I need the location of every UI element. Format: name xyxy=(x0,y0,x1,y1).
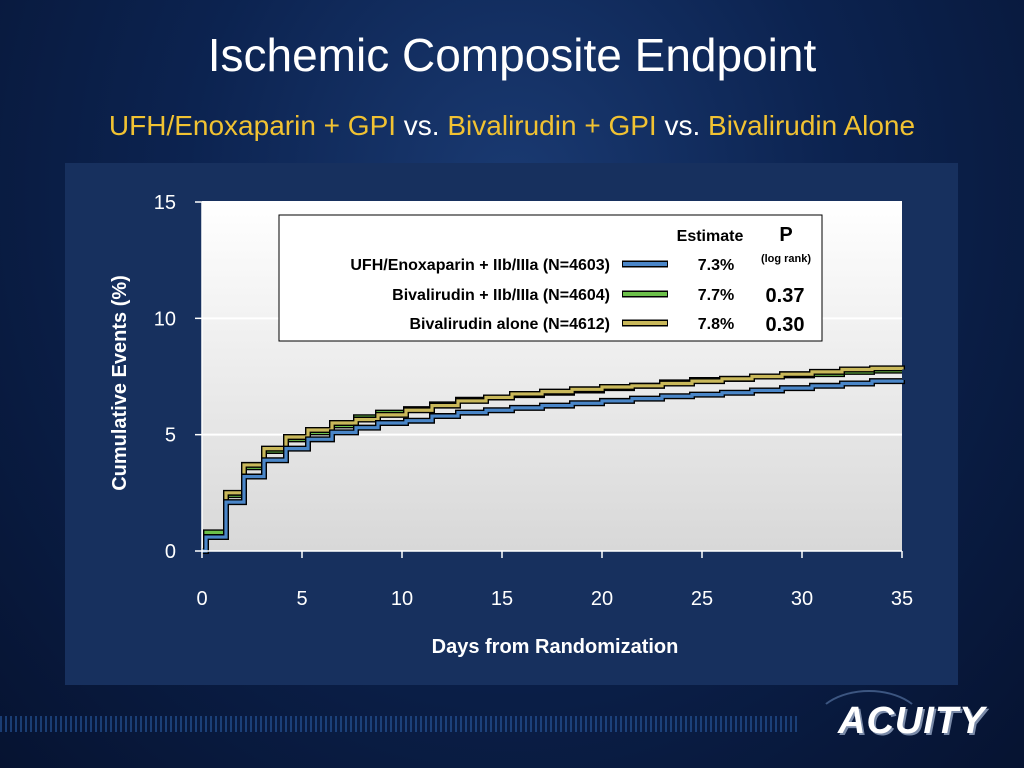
legend-p-value-1: 0.37 xyxy=(766,285,805,307)
legend-p-subheader: (log rank) xyxy=(761,253,811,265)
y-tick-label-5: 5 xyxy=(165,425,176,447)
series-layer xyxy=(202,365,905,554)
y-tick-label-0: 0 xyxy=(165,541,176,563)
y-axis-label: Cumulative Events (%) xyxy=(109,275,131,491)
legend-label-1: Bivalirudin + IIb/IIIa (N=4604) xyxy=(392,287,610,304)
x-axis-label: Days from Randomization xyxy=(432,636,679,658)
legend-label-2: Bivalirudin alone (N=4612) xyxy=(409,316,610,333)
legend-estimate-header: Estimate xyxy=(677,228,744,245)
legend-label-0: UFH/Enoxaparin + IIb/IIIa (N=4603) xyxy=(350,257,610,274)
legend-estimate-2: 7.8% xyxy=(698,316,734,333)
subtitle-vs-1: vs. xyxy=(396,110,448,141)
legend-estimate-1: 7.7% xyxy=(698,287,734,304)
subtitle-arm-biv-alone: Bivalirudin Alone xyxy=(708,110,916,141)
x-tick-label-20: 20 xyxy=(591,588,613,610)
subtitle-arm-biv-gpi: Bivalirudin + GPI xyxy=(447,110,657,141)
x-ticks: 0 5 10 15 20 25 30 35 xyxy=(196,551,913,610)
x-tick-label-25: 25 xyxy=(691,588,713,610)
y-ticks: 0 5 10 15 xyxy=(154,192,202,563)
x-tick-label-10: 10 xyxy=(391,588,413,610)
decorative-dot-band xyxy=(0,716,800,732)
series-line-0 xyxy=(202,379,904,553)
x-tick-label-5: 5 xyxy=(296,588,307,610)
legend-estimate-0: 7.3% xyxy=(698,257,734,274)
acuity-logo: ACUITY xyxy=(838,700,986,742)
y-tick-label-10: 10 xyxy=(154,308,176,330)
x-tick-label-15: 15 xyxy=(491,588,513,610)
x-tick-label-30: 30 xyxy=(791,588,813,610)
legend-p-value-2: 0.30 xyxy=(766,314,805,336)
slide-title: Ischemic Composite Endpoint xyxy=(207,29,817,81)
slide-subtitle: UFH/Enoxaparin + GPI vs. Bivalirudin + G… xyxy=(0,110,1024,142)
subtitle-arm-ufh: UFH/Enoxaparin + GPI xyxy=(108,110,397,141)
y-tick-label-15: 15 xyxy=(154,192,176,214)
x-tick-label-35: 35 xyxy=(891,588,913,610)
legend-box: Estimate P (log rank) UFH/Enoxaparin + I… xyxy=(278,214,823,342)
legend-p-header: P xyxy=(779,224,792,246)
logo-swoosh-icon xyxy=(812,690,926,764)
subtitle-vs-2: vs. xyxy=(656,110,709,141)
x-tick-label-0: 0 xyxy=(196,588,207,610)
